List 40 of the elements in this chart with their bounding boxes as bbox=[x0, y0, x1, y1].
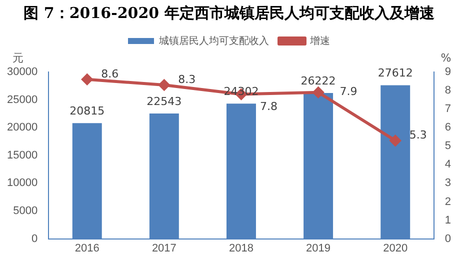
y-tick-label: 5000 bbox=[13, 205, 38, 218]
y-tick-label: 25000 bbox=[6, 94, 38, 106]
point bbox=[158, 79, 170, 90]
y2-tick-label: 5 bbox=[444, 140, 452, 152]
point bbox=[82, 74, 93, 85]
data-label: 22543 bbox=[146, 94, 182, 108]
x-tick-label: 2017 bbox=[152, 242, 176, 254]
y2-axis-title: % bbox=[440, 51, 452, 64]
y-axis-title: 元 bbox=[12, 51, 24, 64]
y-tick-label: 15000 bbox=[6, 149, 38, 162]
y2-tick-label: 1 bbox=[444, 214, 452, 226]
data-label: 7.8 bbox=[260, 100, 278, 114]
data-label: 8.6 bbox=[101, 67, 119, 80]
legend-label: 增速 bbox=[309, 34, 330, 47]
data-label: 5.3 bbox=[409, 128, 427, 142]
point bbox=[390, 135, 401, 146]
y-tick-label: 30000 bbox=[6, 66, 38, 78]
data-label: 20815 bbox=[70, 104, 105, 118]
x-tick-label: 2016 bbox=[74, 242, 100, 254]
y2-tick-label: 0 bbox=[444, 232, 452, 245]
y2-tick-label: 7 bbox=[444, 103, 452, 116]
y2-tick-label: 3 bbox=[444, 177, 452, 190]
y-tick-label: 0 bbox=[31, 232, 38, 245]
y2-tick-label: 2 bbox=[444, 196, 452, 208]
data-label: 8.3 bbox=[178, 72, 196, 86]
data-label: 26222 bbox=[300, 74, 336, 88]
y2-tick-label: 6 bbox=[444, 122, 452, 134]
x-tick-label: 2018 bbox=[228, 242, 254, 254]
y2-tick-label: 9 bbox=[444, 66, 452, 78]
data-label: 27612 bbox=[378, 66, 413, 80]
point bbox=[312, 86, 324, 98]
chart-title: 图 7：2016-2020 年定西市城镇居民人均可支配收入及增速 bbox=[22, 3, 436, 24]
y2-tick-label: 8 bbox=[444, 84, 452, 97]
x-tick-label: 2020 bbox=[383, 242, 408, 254]
x-tick-label: 2019 bbox=[306, 242, 331, 254]
y2-tick-label: 4 bbox=[444, 158, 452, 171]
y-tick-label: 10000 bbox=[6, 177, 38, 190]
y-tick-label: 20000 bbox=[6, 122, 38, 134]
data-label: 7.9 bbox=[340, 85, 358, 98]
legend-label: 城镇居民人均可支配收入 bbox=[158, 34, 269, 47]
